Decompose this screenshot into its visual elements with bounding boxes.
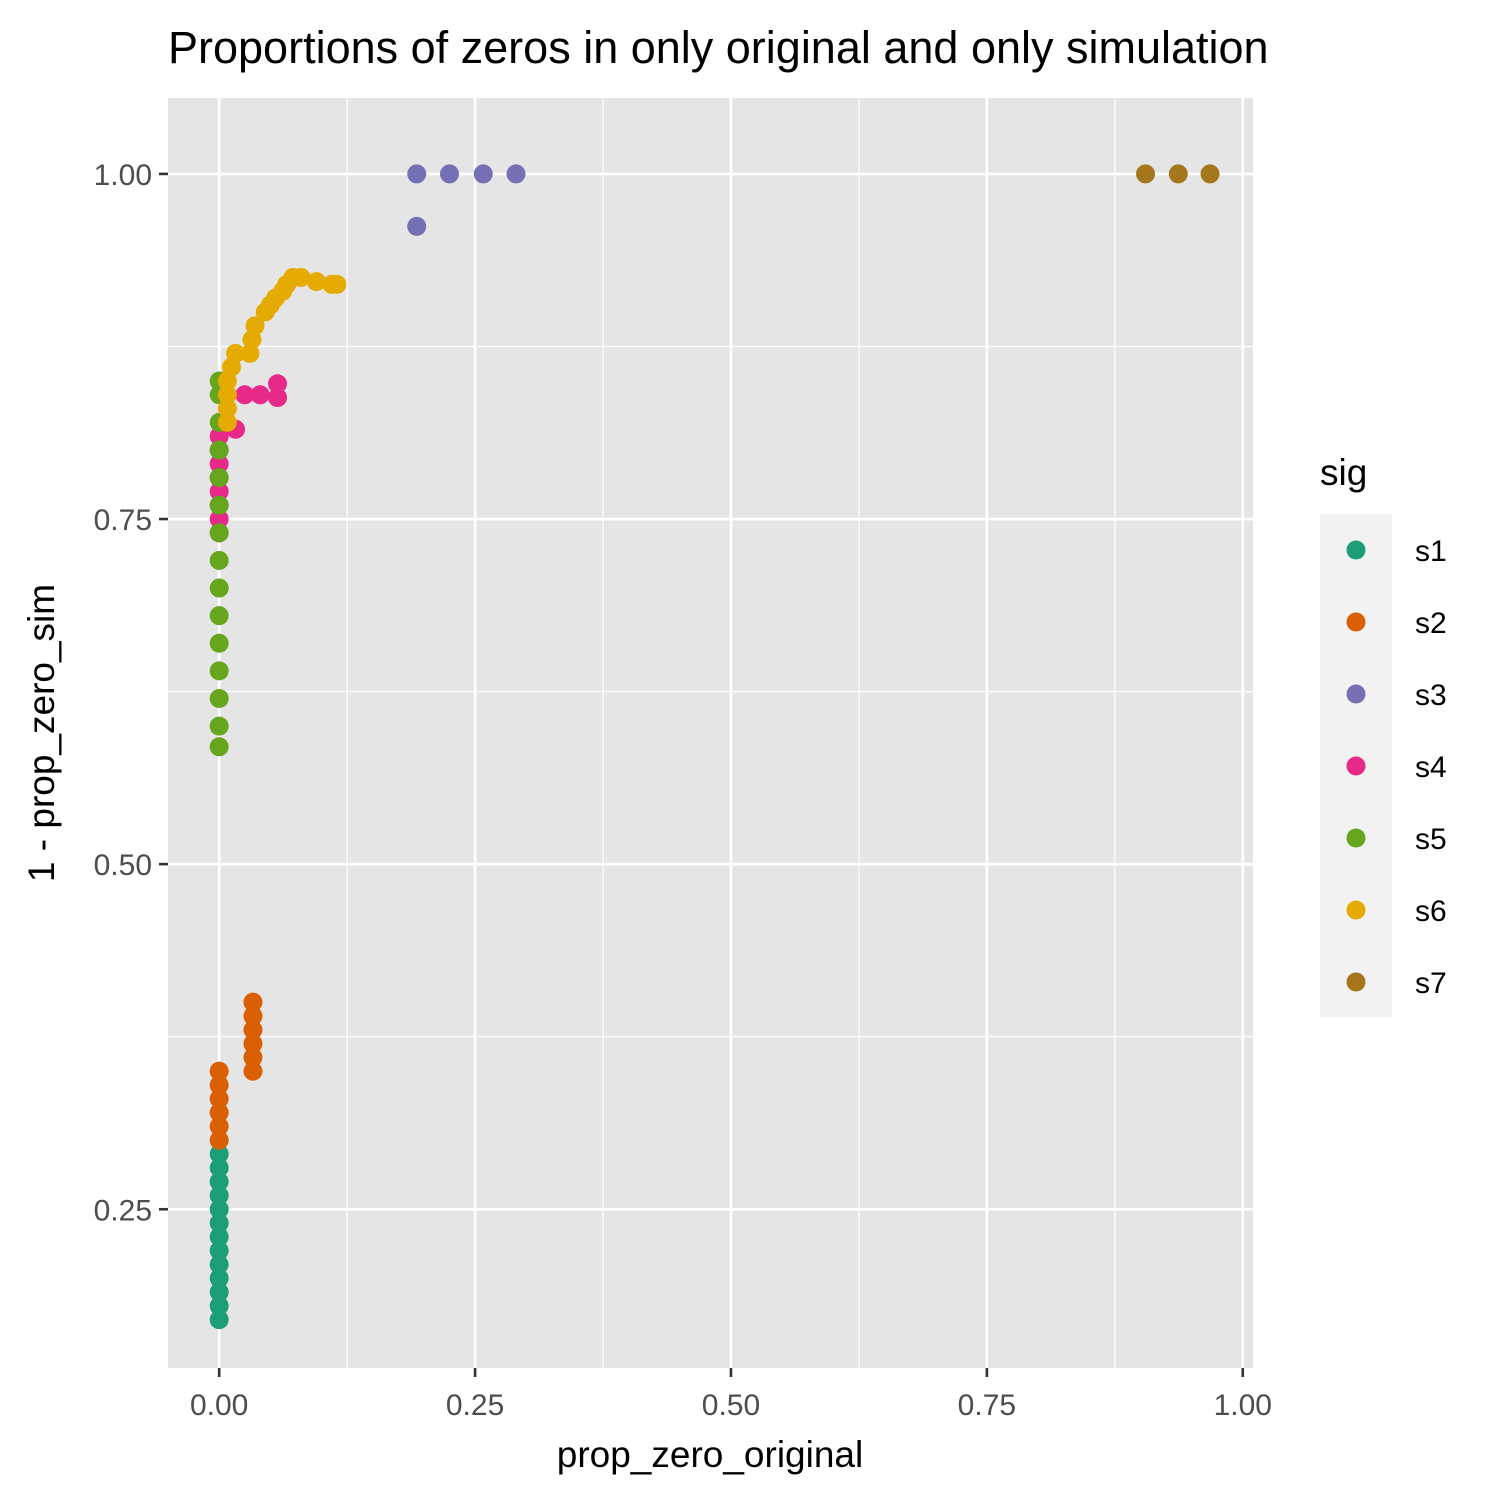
- data-point-s4: [209, 454, 229, 474]
- data-point-s4: [235, 385, 255, 405]
- data-point-s4: [209, 509, 229, 529]
- data-point-s5: [209, 661, 229, 681]
- legend-label-s6: s6: [1415, 895, 1447, 928]
- data-point-s5: [209, 716, 229, 736]
- legend-label-s7: s7: [1415, 967, 1447, 1000]
- legend-label-s1: s1: [1415, 535, 1447, 568]
- data-point-s5: [209, 523, 229, 543]
- data-point-s1: [209, 1241, 229, 1261]
- data-point-s4: [250, 385, 270, 405]
- x-tick-label: 0.75: [958, 1389, 1016, 1422]
- data-point-s3: [407, 164, 427, 184]
- legend: sig s1 s2 s3 s4 s5 s6 s7: [1320, 452, 1447, 1017]
- data-point-s6: [226, 343, 246, 363]
- data-point-s2: [209, 1103, 229, 1123]
- data-point-s1: [209, 1158, 229, 1178]
- data-point-s1: [209, 1199, 229, 1219]
- x-tick-label: 0.00: [190, 1389, 248, 1422]
- data-point-s1: [209, 1282, 229, 1302]
- data-point-s2: [209, 1130, 229, 1150]
- data-point-s2: [243, 1047, 263, 1067]
- x-tick-label: 0.50: [702, 1389, 760, 1422]
- legend-label-s4: s4: [1415, 751, 1447, 784]
- legend-key-s1: [1346, 540, 1366, 560]
- x-tick-label: 1.00: [1214, 1389, 1272, 1422]
- points-layer: [209, 164, 1220, 1330]
- data-point-s5: [209, 633, 229, 653]
- data-point-s4: [209, 481, 229, 501]
- data-point-s5: [209, 578, 229, 598]
- data-point-s4: [268, 388, 288, 408]
- data-point-s1: [209, 1213, 229, 1233]
- x-axis-title: prop_zero_original: [557, 1434, 863, 1475]
- data-point-s5: [209, 688, 229, 708]
- data-point-s1: [209, 1172, 229, 1192]
- y-tick-label: 0.50: [94, 849, 152, 882]
- data-point-s4: [268, 374, 288, 394]
- data-point-s6: [291, 267, 311, 287]
- plot-panel: [168, 98, 1253, 1368]
- data-point-s2: [243, 1034, 263, 1054]
- data-point-s3: [439, 164, 459, 184]
- data-point-s2: [209, 1075, 229, 1095]
- y-axis-title: 1 - prop_zero_sim: [21, 584, 62, 882]
- data-point-s3: [473, 164, 493, 184]
- legend-key-s7: [1346, 972, 1366, 992]
- data-point-s4: [209, 426, 229, 446]
- data-point-s2: [209, 1061, 229, 1081]
- legend-key-s4: [1346, 756, 1366, 776]
- data-point-s2: [243, 1020, 263, 1040]
- data-point-s6: [327, 274, 347, 294]
- data-point-s5: [209, 550, 229, 570]
- data-point-s3: [506, 164, 526, 184]
- data-point-s5: [209, 468, 229, 488]
- data-point-s1: [209, 1254, 229, 1274]
- legend-label-s5: s5: [1415, 823, 1447, 856]
- legend-title: sig: [1320, 452, 1367, 493]
- data-point-s5: [209, 737, 229, 757]
- legend-key-s5: [1346, 828, 1366, 848]
- data-point-s5: [209, 606, 229, 626]
- data-point-s7: [1200, 164, 1220, 184]
- data-point-s2: [243, 1006, 263, 1026]
- data-point-s1: [209, 1296, 229, 1316]
- data-point-s2: [243, 992, 263, 1012]
- data-point-s1: [209, 1310, 229, 1330]
- chart-title: Proportions of zeros in only original an…: [168, 22, 1269, 73]
- y-tick-label: 1.00: [94, 159, 152, 192]
- data-point-s1: [209, 1144, 229, 1164]
- legend-key-s2: [1346, 612, 1366, 632]
- axis-layer: 0.00 0.25 0.50 0.75 1.00 0.25 0.50 0.75 1.00: [94, 159, 1272, 1422]
- data-point-s1: [209, 1227, 229, 1247]
- data-point-s2: [209, 1089, 229, 1109]
- data-point-s6: [245, 316, 265, 336]
- data-point-s2: [243, 1061, 263, 1081]
- data-point-s1: [209, 1268, 229, 1288]
- legend-label-s3: s3: [1415, 679, 1447, 712]
- data-point-s2: [209, 1116, 229, 1136]
- data-point-s6: [217, 399, 237, 419]
- y-tick-label: 0.75: [94, 504, 152, 537]
- y-tick-label: 0.25: [94, 1194, 152, 1227]
- legend-key-s3: [1346, 684, 1366, 704]
- grid-layer: [168, 98, 1253, 1368]
- data-point-s5: [209, 440, 229, 460]
- data-point-s3: [407, 216, 427, 236]
- data-point-s1: [209, 1185, 229, 1205]
- data-point-s5: [209, 495, 229, 515]
- legend-label-s2: s2: [1415, 607, 1447, 640]
- data-point-s6: [306, 272, 326, 292]
- data-point-s7: [1168, 164, 1188, 184]
- data-point-s7: [1136, 164, 1156, 184]
- data-point-s6: [217, 385, 237, 405]
- x-tick-label: 0.25: [446, 1389, 504, 1422]
- legend-key-s6: [1346, 900, 1366, 920]
- data-point-s6: [217, 412, 237, 432]
